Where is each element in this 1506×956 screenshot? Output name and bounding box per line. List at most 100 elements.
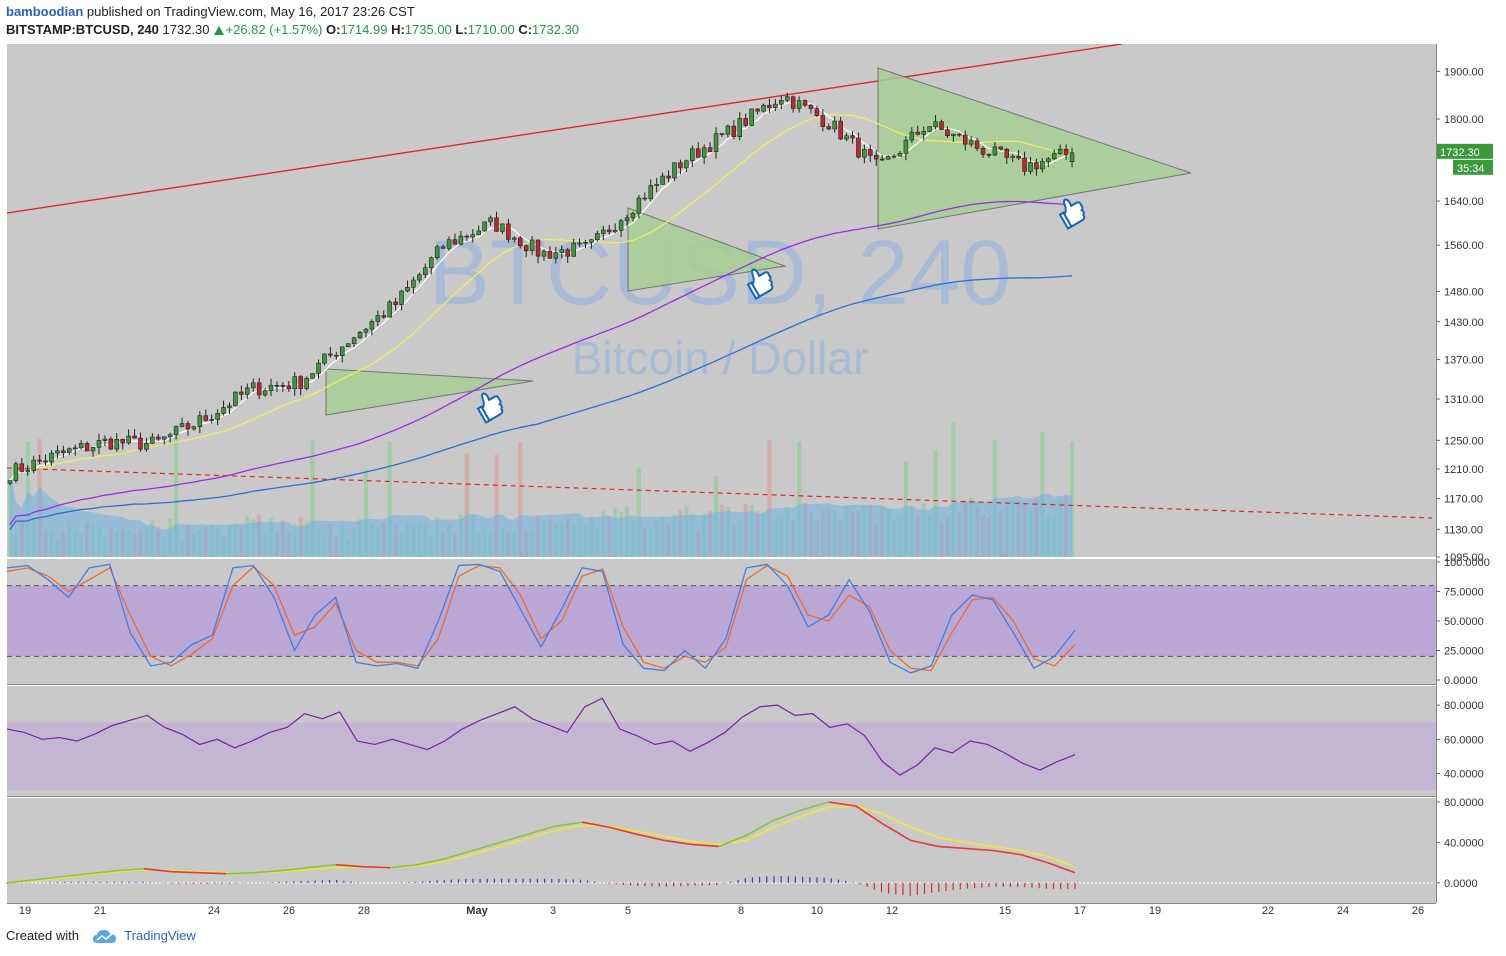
time-tick-label: 17 [1074,905,1086,917]
macd-line-segment [6,878,35,884]
candle-body [678,162,683,169]
candle-body [286,385,292,390]
candle-body [37,459,42,462]
up-arrow-icon [213,26,224,35]
price-tick-label: 1480.00 [1444,287,1484,299]
candle-body [601,229,606,234]
candle-body [351,337,357,345]
macd-line-segment [554,821,583,828]
candle-body [755,108,760,112]
candle-body [72,447,78,450]
symbol-label[interactable]: BITSTAMP:BTCUSD, 240 [6,22,159,37]
candle-body [334,354,339,357]
macd-line-segment [1020,853,1048,864]
tradingview-link[interactable]: TradingView [124,928,196,943]
candle-body [618,220,624,231]
high-value: 1735.00 [404,22,452,37]
candle-body [535,239,541,257]
thumbs-up-icon [1058,198,1086,230]
price-axis-ticks: 1900.00 1800.00 1640.00 1560.00 1480.00 1430.… [1436,66,1484,564]
author-link[interactable]: bamboodian [6,4,84,19]
last-price-badge [1437,143,1493,159]
volume-bar [363,469,369,557]
candle-body [517,237,523,247]
candle-body [909,131,915,141]
candle-body [1010,155,1015,158]
candle-body [743,118,748,126]
candle-body [482,221,487,232]
candle-body [440,246,446,249]
candle-body [1040,161,1045,170]
candle-body [256,382,262,396]
candle-body [239,391,244,395]
time-tick-label: 15 [999,905,1011,917]
candle-body [1063,148,1069,156]
stochastic-tick-label: 50.0000 [1444,616,1484,628]
candle-body [417,274,422,281]
time-tick-label: 24 [1337,905,1349,917]
volume-bar [310,440,315,557]
name-watermark: Bitcoin / Dollar [572,332,869,384]
candle-body [399,290,404,305]
candle-body [476,230,481,235]
candle-body [885,156,891,160]
candle-body [387,301,392,318]
macd-line-segment [664,839,692,846]
candle-body [250,382,256,389]
triangle-pattern-1 [325,368,534,416]
candle-body [84,443,90,452]
candle-body [992,146,998,156]
candle-body [695,148,701,158]
volume-bar [7,469,13,557]
candle-body [446,239,452,249]
macd-line-segment [691,843,720,848]
candle-body [779,99,784,105]
time-tick-label: 10 [811,905,823,917]
candle-body [784,96,790,101]
candle-body [25,470,31,472]
triangle-pattern-3 [877,67,1192,230]
close-label: C: [518,22,533,37]
hand-palm [751,268,774,298]
candle-body [951,133,956,136]
candle-body [1028,162,1033,172]
candle-body [1016,155,1021,159]
candle-body [161,436,167,440]
candle-body [126,435,131,444]
candle-body [423,267,428,276]
candle-body [280,385,286,387]
candle-body [215,413,220,420]
candle-body [345,343,351,348]
candle-body [713,133,719,152]
open-label: O: [326,22,341,37]
candle-body [375,315,381,322]
volume-bar [464,453,469,557]
tradingview-cloud-icon [92,930,116,943]
volume-bar [933,450,938,557]
candle-body [606,229,612,233]
candle-body [1057,148,1063,154]
macd-line-segment [143,867,172,873]
candle-body [547,250,553,259]
candle-body [138,437,143,450]
time-tick-label: May [466,905,488,917]
candle-body [203,415,209,421]
candle-body [832,120,837,130]
candle-body [998,146,1004,150]
macd-line-segment [581,821,610,829]
hand-palm [481,392,504,422]
macd-line-segment [609,826,638,836]
macd-line-segment [992,849,1021,856]
candle-body [7,480,13,484]
candle-body [856,137,861,158]
candle-body [737,118,743,137]
time-tick-label: 19 [19,905,31,917]
candle-body [868,149,873,156]
candle-body [233,391,238,407]
candle-body [428,257,434,269]
candle-body [191,426,197,430]
candle-body [802,100,808,106]
candle-body [274,385,280,387]
macd-line-segment [499,833,528,844]
